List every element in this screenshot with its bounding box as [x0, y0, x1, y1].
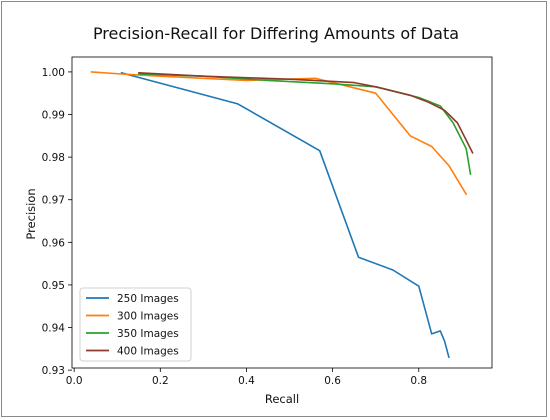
legend: 250 Images 300 Images 350 Images 400 Images [79, 287, 192, 362]
series-lines [90, 71, 474, 359]
y-axis: 0.93 0.94 0.95 0.96 0.97 0.98 0.99 1.00 [42, 67, 72, 377]
y-tick-label: 0.95 [42, 280, 65, 292]
legend-box [79, 287, 192, 362]
legend-label: 300 Images [117, 311, 179, 323]
x-tick-label: 0.4 [238, 375, 255, 387]
y-tick-label: 0.93 [42, 365, 65, 377]
series-line-250-images [120, 72, 450, 359]
y-tick-label: 0.98 [42, 152, 65, 164]
y-tick-label: 0.94 [42, 323, 66, 335]
legend-label: 350 Images [117, 328, 179, 340]
series-line-300-images [90, 71, 468, 195]
chart-title: Precision-Recall for Differing Amounts o… [93, 24, 459, 43]
y-tick-label: 0.96 [42, 237, 66, 249]
x-axis: 0.0 0.2 0.4 0.6 0.8 [66, 368, 427, 387]
x-tick-label: 0.2 [152, 375, 169, 387]
x-tick-label: 0.0 [66, 375, 83, 387]
y-tick-label: 1.00 [42, 67, 65, 79]
x-tick-label: 0.8 [410, 375, 427, 387]
x-axis-label: Recall [265, 392, 299, 406]
y-tick-label: 0.97 [42, 195, 65, 207]
series-line-400-images [138, 72, 474, 154]
legend-label: 250 Images [117, 293, 179, 305]
y-tick-label: 0.99 [42, 110, 65, 122]
legend-label: 400 Images [117, 346, 179, 358]
y-axis-label: Precision [24, 188, 38, 239]
x-tick-label: 0.6 [324, 375, 341, 387]
